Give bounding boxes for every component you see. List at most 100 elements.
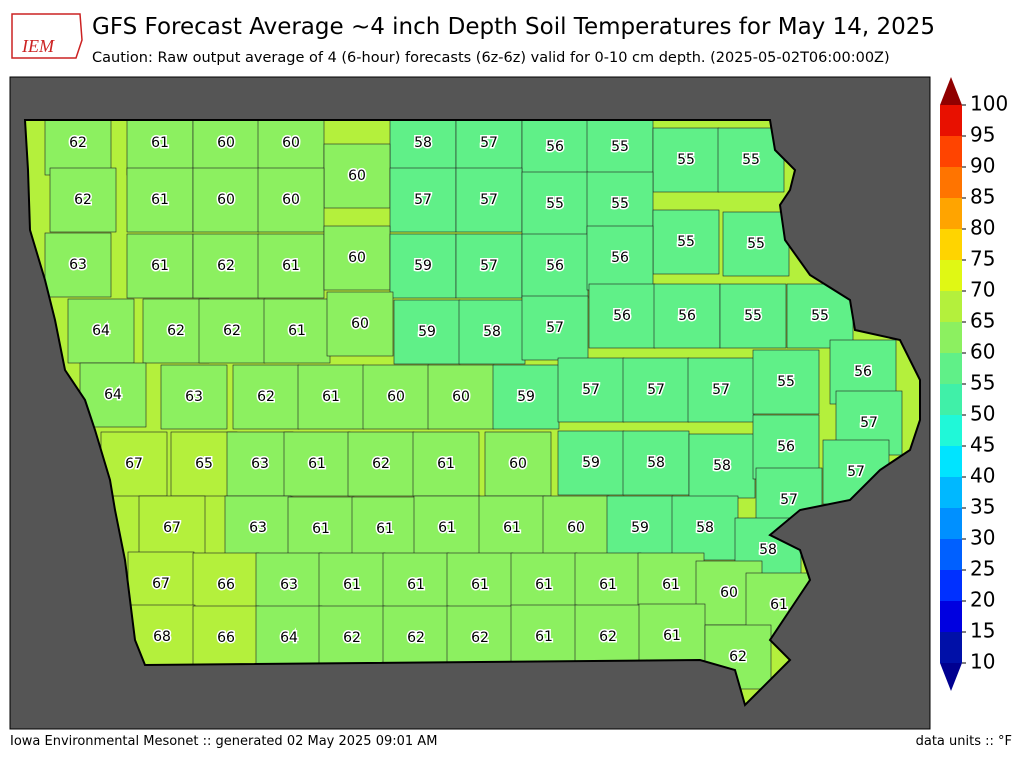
county-value: 57: [860, 415, 878, 431]
county-cell: [478, 495, 546, 561]
county-value: 62: [471, 630, 489, 646]
county-value: 57: [480, 258, 498, 274]
colorbar-bin: [940, 446, 962, 477]
county-value: 62: [74, 192, 92, 208]
county-value: 55: [777, 374, 795, 390]
county-cell: [574, 604, 642, 670]
county-value: 60: [720, 585, 738, 601]
colorbar-bin: [940, 415, 962, 446]
county-cell: [126, 120, 194, 176]
colorbar-tick-label: 15: [970, 619, 995, 643]
county-value: 65: [195, 456, 213, 472]
county-value: 60: [217, 192, 235, 208]
county-cell: [652, 209, 720, 275]
colorbar-bin: [940, 105, 962, 136]
colorbar-bin: [940, 384, 962, 415]
colorbar-bin: [940, 632, 962, 663]
subtitle: Caution: Raw output average of 4 (6-hour…: [92, 50, 890, 66]
county-cell: [521, 295, 589, 361]
county-cell: [719, 283, 787, 349]
colorbar-bin: [940, 260, 962, 291]
county-value: 60: [348, 250, 366, 266]
county-value: 61: [151, 192, 169, 208]
county-value: 59: [517, 389, 535, 405]
county-cell: [79, 362, 147, 428]
county-value: 60: [282, 192, 300, 208]
county-value: 66: [217, 630, 235, 646]
county-value: 58: [483, 324, 501, 340]
county-cell: [393, 299, 461, 365]
county-cell: [542, 495, 610, 561]
county-value: 60: [282, 135, 300, 151]
colorbar-tick-label: 35: [970, 495, 995, 519]
county-cell: [192, 233, 260, 299]
county-value: 63: [185, 389, 203, 405]
colorbar-bin: [940, 570, 962, 601]
county-value: 61: [308, 456, 326, 472]
county-value: 55: [611, 139, 629, 155]
county-value: 60: [217, 135, 235, 151]
colorbar-bin: [940, 291, 962, 322]
county-value: 61: [471, 577, 489, 593]
county-value: 62: [167, 323, 185, 339]
colorbar-tick-label: 80: [970, 216, 995, 240]
county-cell: [160, 364, 228, 430]
county-cell: [521, 171, 589, 237]
colorbar-tick-label: 30: [970, 526, 995, 550]
county-value: 57: [480, 135, 498, 151]
colorbar-over: [940, 77, 962, 105]
county-cell: [318, 605, 386, 671]
logo-text: IEM: [21, 36, 55, 56]
county-value: 63: [280, 577, 298, 593]
county-value: 57: [546, 320, 564, 336]
county-cell: [192, 605, 260, 671]
county-cell: [586, 225, 654, 291]
colorbar-tick-label: 20: [970, 588, 995, 612]
county-value: 56: [854, 364, 872, 380]
county-value: 67: [152, 576, 170, 592]
county-value: 61: [151, 258, 169, 274]
county-value: 67: [163, 520, 181, 536]
county-cell: [44, 232, 112, 298]
county-value: 57: [712, 382, 730, 398]
county-value: 67: [125, 456, 143, 472]
county-value: 61: [438, 520, 456, 536]
county-value: 68: [153, 629, 171, 645]
county-value: 57: [647, 382, 665, 398]
county-value: 57: [480, 192, 498, 208]
county-cell: [257, 167, 325, 233]
county-value: 58: [759, 542, 777, 558]
county-value: 64: [280, 630, 298, 646]
county-cell: [521, 120, 589, 180]
county-cell: [323, 143, 391, 209]
county-cell: [138, 495, 206, 561]
county-cell: [653, 283, 721, 349]
county-cell: [347, 431, 415, 497]
county-cell: [232, 364, 300, 430]
county-value: 61: [312, 521, 330, 537]
county-value: 61: [503, 520, 521, 536]
county-cell: [389, 167, 457, 233]
county-value: 62: [599, 629, 617, 645]
county-value: 55: [744, 308, 762, 324]
county-value: 58: [647, 455, 665, 471]
county-value: 55: [546, 196, 564, 212]
colorbar-bin: [940, 353, 962, 384]
county-cell: [362, 364, 430, 430]
county-cell: [49, 167, 117, 233]
colorbar-bin: [940, 136, 962, 167]
logo: IEM: [11, 13, 83, 59]
county-cell: [688, 433, 756, 499]
county-value: 55: [742, 152, 760, 168]
colorbar-bin: [940, 601, 962, 632]
county-value: 58: [713, 458, 731, 474]
county-cell: [198, 298, 266, 364]
county-value: 58: [696, 520, 714, 536]
county-value: 62: [343, 630, 361, 646]
county-cell: [389, 120, 457, 176]
colorbar-tick-label: 75: [970, 247, 995, 271]
colorbar-tick-label: 65: [970, 309, 995, 333]
county-value: 64: [104, 387, 122, 403]
county-cell: [323, 225, 391, 291]
colorbar-under: [940, 663, 962, 691]
